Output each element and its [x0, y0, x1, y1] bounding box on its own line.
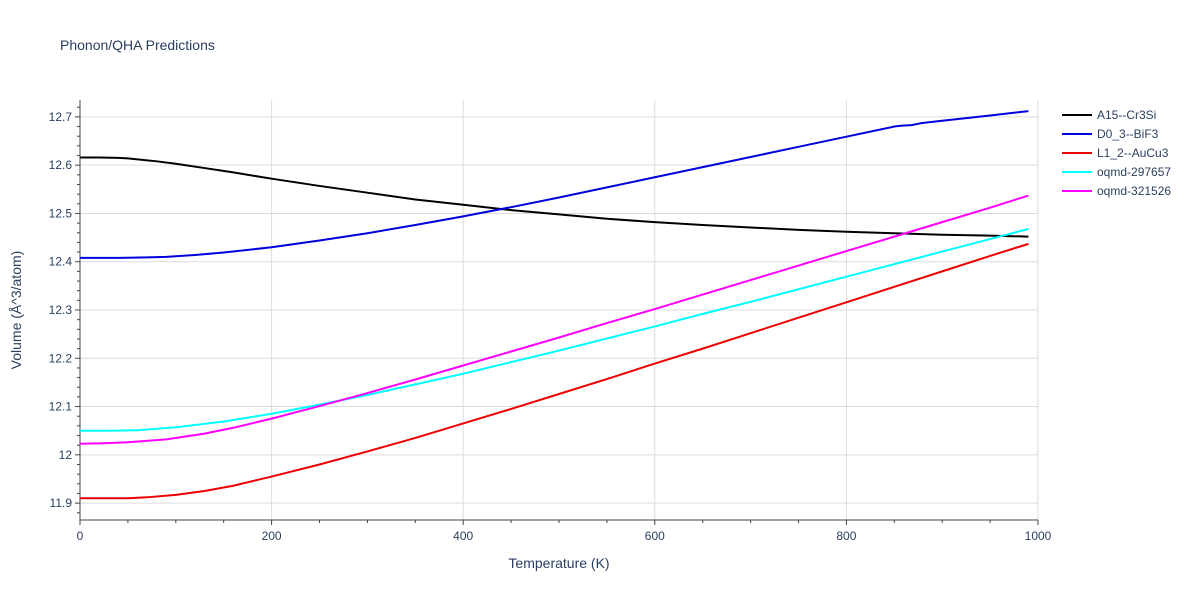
- x-tick-label: 600: [645, 529, 665, 543]
- legend-item[interactable]: A15--Cr3Si: [1062, 108, 1156, 122]
- legend-label: D0_3--BiF3: [1097, 127, 1159, 141]
- x-tick-label: 400: [453, 529, 473, 543]
- legend-item[interactable]: oqmd-297657: [1062, 165, 1171, 179]
- legend-label: oqmd-297657: [1097, 165, 1171, 179]
- y-tick-label: 12.7: [49, 110, 73, 124]
- axes: 0 200 400 600 800 1000 11.9 12 12.1 12.2 12.3 12.4 1…: [49, 100, 1052, 543]
- legend-item[interactable]: L1_2--AuCu3: [1062, 146, 1169, 160]
- y-tick-label: 12.2: [49, 351, 73, 365]
- x-tick-label: 0: [77, 529, 84, 543]
- legend[interactable]: A15--Cr3Si D0_3--BiF3 L1_2--AuCu3 oqmd-2976…: [1062, 108, 1171, 198]
- plot-area: [79, 110, 1029, 500]
- legend-item[interactable]: oqmd-321526: [1062, 184, 1171, 198]
- x-tick-label: 200: [262, 529, 282, 543]
- y-tick-label: 12: [59, 448, 73, 462]
- legend-label: L1_2--AuCu3: [1097, 146, 1169, 160]
- legend-label: oqmd-321526: [1097, 184, 1171, 198]
- x-tick-label: 1000: [1025, 529, 1052, 543]
- x-axis-title: Temperature (K): [508, 555, 609, 571]
- y-axis-title: Volume (Å^3/atom): [8, 251, 24, 370]
- legend-label: A15--Cr3Si: [1097, 108, 1156, 122]
- series-line-A15--Cr3Si: [80, 156, 1029, 238]
- y-tick-label: 12.1: [49, 400, 73, 414]
- legend-item[interactable]: D0_3--BiF3: [1062, 127, 1159, 141]
- y-tick-label: 12.4: [49, 255, 73, 269]
- series-line-oqmd-321526: [79, 194, 1029, 445]
- y-tick-label: 12.3: [49, 303, 73, 317]
- y-tick-label: 12.6: [49, 158, 73, 172]
- x-tick-label: 800: [836, 529, 856, 543]
- series-line-oqmd-297657: [80, 227, 1029, 432]
- chart-title: Phonon/QHA Predictions: [60, 37, 215, 53]
- y-tick-label: 12.5: [49, 206, 73, 220]
- series-line-D0_3--BiF3: [80, 110, 1029, 259]
- y-tick-label: 11.9: [50, 496, 73, 510]
- series-line-L1_2--AuCu3: [80, 242, 1029, 500]
